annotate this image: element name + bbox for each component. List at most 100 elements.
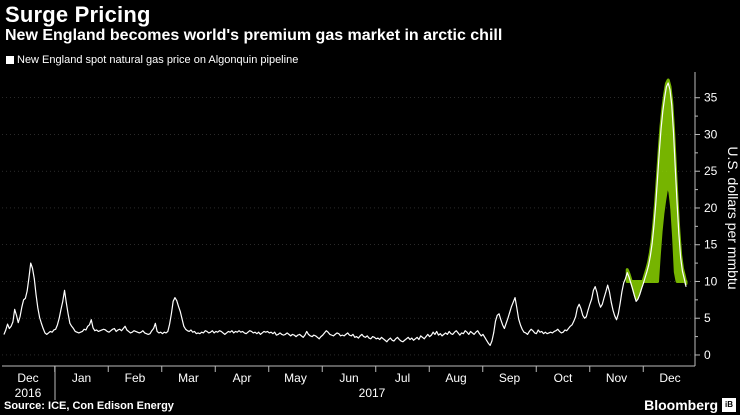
data-point [375, 338, 377, 340]
data-point [377, 337, 379, 339]
data-point [680, 257, 682, 259]
data-point [578, 303, 580, 305]
data-point [559, 331, 560, 332]
data-point [17, 322, 19, 324]
data-point [612, 309, 614, 311]
data-point [220, 331, 222, 332]
data-point [290, 335, 292, 337]
data-point [293, 334, 295, 336]
data-point [498, 313, 500, 315]
data-point [110, 330, 112, 332]
data-point [133, 330, 135, 332]
data-point [509, 311, 511, 313]
data-point [406, 338, 407, 340]
data-point [484, 336, 486, 338]
data-point [528, 331, 530, 332]
data-point [163, 331, 165, 333]
data-point [452, 333, 454, 335]
data-point [201, 331, 203, 333]
data-point [544, 331, 546, 333]
chart-title: Surge Pricing [5, 2, 151, 27]
data-point [338, 333, 340, 335]
data-point [457, 332, 459, 334]
data-point [361, 333, 363, 335]
data-point [263, 331, 265, 332]
x-tick-label: Mar [178, 371, 199, 385]
x-tick-label: Jul [395, 371, 410, 385]
data-point [153, 328, 154, 329]
x-tick-label: Jun [339, 371, 358, 385]
data-point [256, 333, 258, 335]
data-point [635, 300, 637, 302]
data-point [165, 332, 167, 334]
data-point [354, 336, 356, 338]
data-point [548, 332, 550, 334]
data-point [292, 333, 293, 335]
data-point [288, 333, 290, 335]
x-tick-label: Jan [72, 371, 91, 385]
data-point [382, 338, 384, 340]
data-point [142, 330, 144, 332]
data-point [420, 335, 422, 337]
data-point [596, 292, 598, 293]
data-point [626, 272, 628, 274]
data-point [203, 332, 204, 334]
y-tick-label: 25 [704, 164, 718, 178]
x-tick-label: Dec [659, 371, 680, 385]
data-point [16, 314, 17, 316]
data-point [411, 337, 413, 339]
data-point [156, 331, 158, 332]
data-point [187, 330, 188, 332]
data-point [352, 333, 354, 335]
data-point [619, 303, 621, 304]
data-point [277, 333, 279, 335]
data-point [333, 335, 334, 337]
data-point [569, 325, 571, 327]
x-tick-label: Dec [17, 371, 38, 385]
data-point [653, 225, 655, 227]
data-point [267, 331, 268, 332]
data-point [213, 332, 215, 334]
data-point [414, 338, 416, 340]
data-point [106, 331, 108, 332]
y-tick-label: 5 [704, 311, 711, 325]
data-point [154, 322, 156, 324]
data-point [240, 331, 242, 333]
data-point [571, 324, 573, 326]
data-point [149, 333, 151, 335]
data-point [224, 333, 226, 335]
data-point [480, 335, 482, 337]
data-point [676, 203, 678, 204]
data-point [621, 291, 623, 293]
data-point [450, 333, 452, 335]
data-point [215, 331, 217, 332]
data-point [454, 331, 455, 333]
data-point [649, 255, 651, 257]
data-point [390, 337, 391, 339]
data-point [473, 333, 475, 335]
series-line [3, 82, 687, 347]
data-point [160, 331, 162, 333]
data-point [258, 331, 260, 333]
data-point [429, 336, 430, 337]
data-point [674, 168, 676, 170]
data-point [5, 329, 7, 331]
data-point [217, 331, 219, 333]
data-point [543, 333, 544, 335]
data-point [39, 317, 41, 318]
data-point [231, 330, 233, 332]
data-point [402, 341, 404, 343]
data-point [62, 300, 64, 302]
data-point [466, 331, 468, 333]
data-point [327, 331, 329, 333]
data-point [568, 328, 569, 329]
data-point [648, 264, 650, 266]
data-point [536, 333, 537, 335]
data-point [370, 338, 372, 340]
data-point [539, 331, 541, 333]
brand-mark-icon: iB [722, 398, 736, 412]
data-point [28, 277, 30, 279]
x-tick-label: Oct [554, 371, 573, 385]
data-point [587, 309, 589, 311]
data-point [381, 336, 382, 338]
